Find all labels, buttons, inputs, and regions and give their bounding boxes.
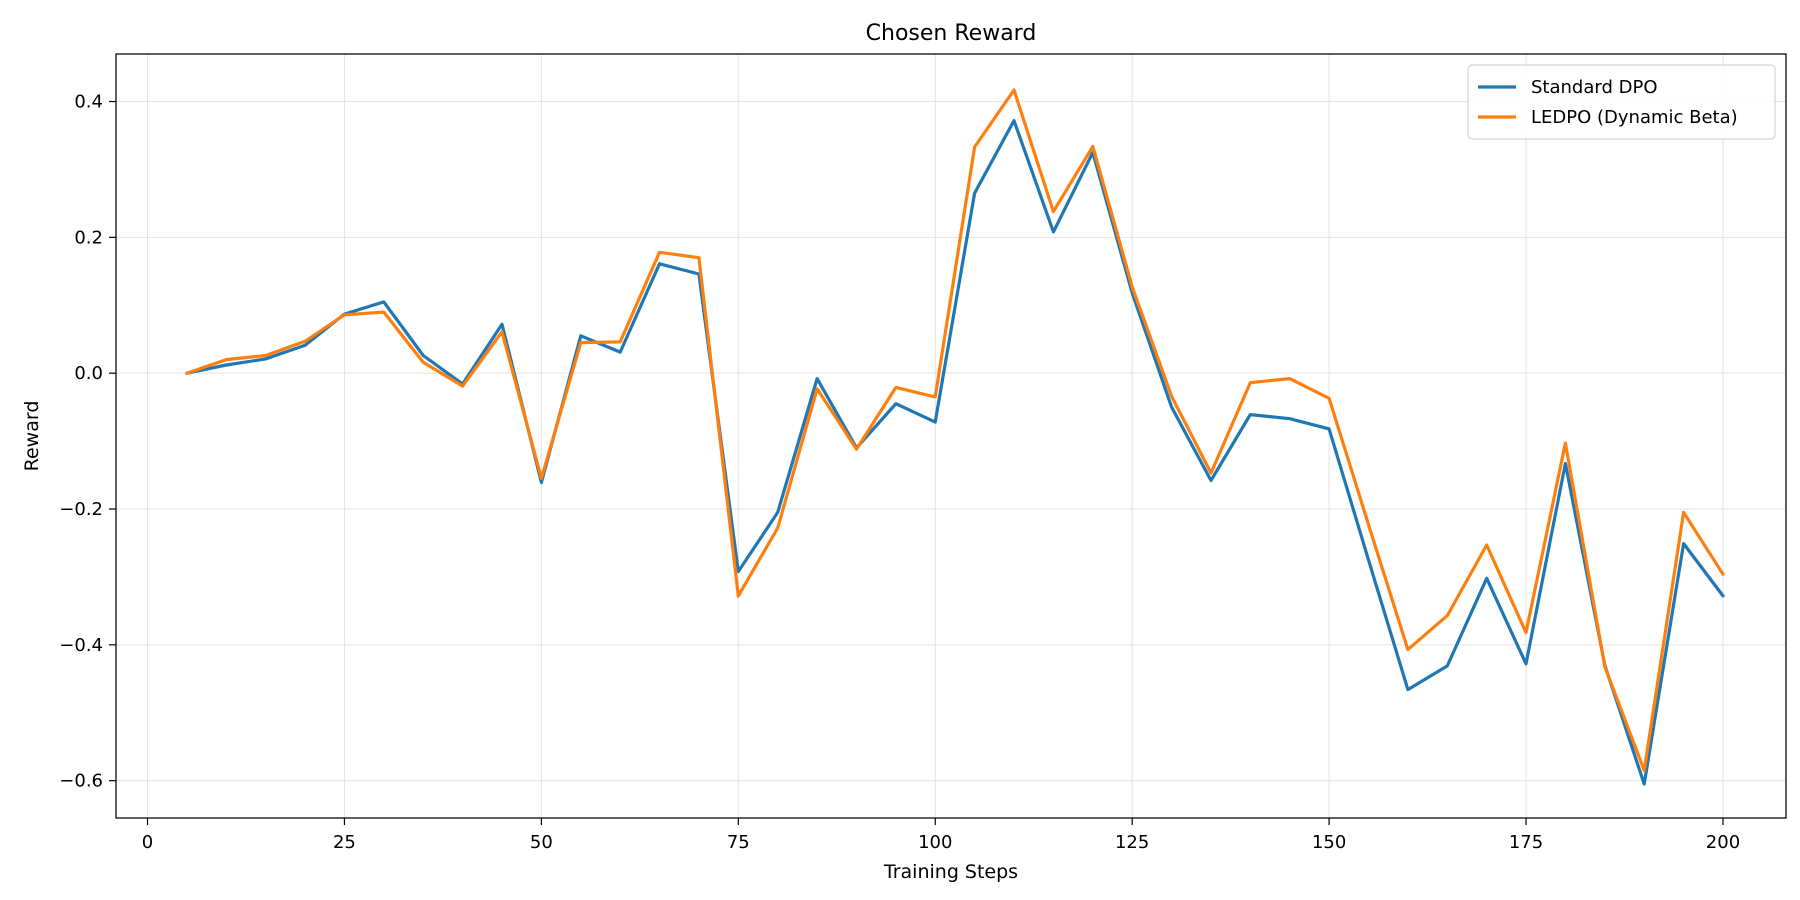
y-tick-label: −0.4 bbox=[59, 635, 103, 656]
series-lines bbox=[185, 88, 1725, 786]
series-line-2 bbox=[185, 88, 1725, 773]
x-tick-label: 150 bbox=[1312, 832, 1346, 853]
x-axis-label: Training Steps bbox=[883, 861, 1018, 883]
plot-frame bbox=[115, 53, 1787, 819]
y-tick-label: −0.2 bbox=[59, 499, 103, 520]
legend-label: Standard DPO bbox=[1531, 77, 1658, 98]
x-tick-label: 50 bbox=[530, 832, 553, 853]
y-tick-label: 0.0 bbox=[74, 363, 103, 384]
axes: 0 25 50 75 100 125 150 175 200 −0.6 −0.4 −0.2 0.0 0.2… bbox=[59, 92, 1740, 853]
legend-label: LEDPO (Dynamic Beta) bbox=[1531, 107, 1738, 128]
y-tick-label: −0.6 bbox=[59, 771, 103, 792]
x-tick-label: 125 bbox=[1115, 832, 1149, 853]
x-tick-label: 75 bbox=[727, 832, 750, 853]
grid bbox=[116, 54, 1786, 818]
x-tick-label: 0 bbox=[142, 832, 153, 853]
legend-box bbox=[1467, 64, 1776, 140]
y-tick-label: 0.2 bbox=[74, 227, 103, 248]
series-line-1 bbox=[185, 118, 1725, 786]
x-tick-label: 25 bbox=[333, 832, 356, 853]
y-tick-label: 0.4 bbox=[74, 92, 103, 113]
chart-title: Chosen Reward bbox=[866, 21, 1037, 46]
x-tick-label: 200 bbox=[1706, 832, 1740, 853]
y-axis-label: Reward bbox=[21, 401, 43, 472]
legend: Standard DPO LEDPO (Dynamic Beta) bbox=[1467, 64, 1776, 140]
x-tick-label: 175 bbox=[1509, 832, 1543, 853]
x-tick-label: 100 bbox=[918, 832, 952, 853]
